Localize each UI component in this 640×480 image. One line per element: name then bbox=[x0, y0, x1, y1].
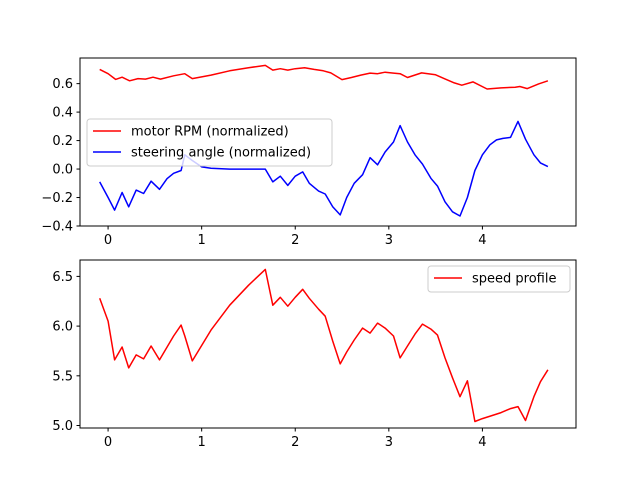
legend: motor RPM (normalized) steering angle (no… bbox=[86, 118, 333, 167]
series-line-2 bbox=[99, 120, 549, 217]
x-tick-label: 4 bbox=[478, 435, 486, 450]
series-line-1 bbox=[98, 268, 549, 423]
x-tick-label: 1 bbox=[198, 233, 206, 248]
axes-frame bbox=[79, 57, 577, 227]
y-tick-label: 5.0 bbox=[52, 419, 73, 434]
chart-1: 0 1 2 3 4 −0.4 −0.2 0.0 0.2 0.4 0.6 motor RPM (norm… bbox=[41, 57, 577, 248]
y-tick-label: 0.4 bbox=[52, 106, 73, 121]
legend-label-1: motor RPM (normalized) bbox=[131, 125, 289, 140]
y-tick-label: 6.0 bbox=[52, 320, 73, 335]
x-tick-label: 2 bbox=[291, 233, 299, 248]
x-tick-label: 1 bbox=[198, 435, 206, 450]
y-tick-label: 6.5 bbox=[52, 270, 73, 285]
x-tick-label: 2 bbox=[291, 435, 299, 450]
x-tick-label: 3 bbox=[385, 435, 393, 450]
plots: 0 1 2 3 4 −0.4 −0.2 0.0 0.2 0.4 0.6 motor RPM (norm… bbox=[41, 57, 577, 450]
y-tick-label: −0.4 bbox=[41, 220, 73, 235]
legend-box bbox=[86, 118, 333, 167]
y-tick-label: 0.0 bbox=[52, 163, 73, 178]
legend-label-2: steering angle (normalized) bbox=[131, 146, 311, 161]
legend-box bbox=[427, 265, 571, 293]
x-tick-label: 0 bbox=[104, 435, 112, 450]
legend-label-1: speed profile bbox=[472, 272, 556, 287]
y-tick-label: −0.2 bbox=[41, 191, 73, 206]
axes-frame bbox=[79, 259, 577, 429]
y-tick-label: 0.2 bbox=[52, 134, 73, 149]
x-tick-label: 0 bbox=[104, 233, 112, 248]
x-tick-label: 4 bbox=[478, 233, 486, 248]
y-tick-label: 5.5 bbox=[52, 369, 73, 384]
series-line-1 bbox=[99, 64, 549, 90]
legend: speed profile bbox=[427, 265, 571, 293]
chart-2: 0 1 2 3 4 5.0 5.5 6.0 6.5 speed profile bbox=[52, 259, 577, 450]
y-tick-label: 0.6 bbox=[52, 77, 73, 92]
x-tick-label: 3 bbox=[385, 233, 393, 248]
